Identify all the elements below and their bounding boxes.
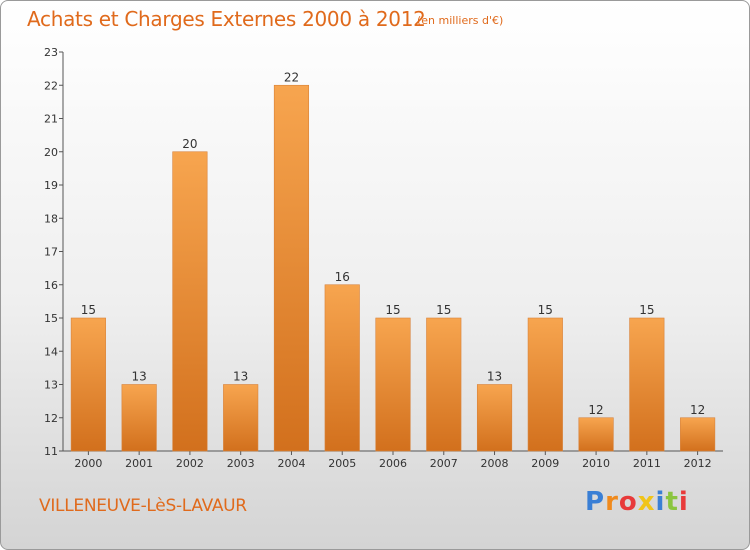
x-tick-label: 2007 [430,457,458,470]
bar-2011 [629,317,665,452]
y-tick-label: 15 [44,312,58,325]
x-tick-label: 2006 [379,457,407,470]
bars [70,84,716,452]
y-tick-label: 14 [44,345,58,358]
bar-2001 [121,384,157,452]
x-tick-label: 2003 [227,457,255,470]
x-tick-label: 2005 [328,457,356,470]
bar-value-label: 15 [639,303,654,317]
x-tick-label: 2002 [176,457,204,470]
proxiti-logo: Proxiti [585,487,689,517]
bar-value-label: 15 [538,303,553,317]
x-tick-label: 2010 [582,457,610,470]
y-tick-label: 16 [44,279,58,292]
bar-value-label: 15 [81,303,96,317]
chart-subtitle: (en milliers d'€) [417,14,504,27]
bar-2003 [223,384,259,452]
x-tick-label: 2009 [531,457,559,470]
bar-2007 [426,317,462,452]
bar-value-label: 13 [487,370,502,384]
logo-letter: r [605,487,619,517]
logo-letter: t [665,487,679,517]
x-tick-label: 2001 [125,457,153,470]
logo-letter: i [678,487,689,517]
bar-2005 [324,284,360,452]
bar-value-label: 22 [284,70,299,84]
axes: 11 12 13 14 15 16 17 18 19 20 21 22 23 [44,46,723,458]
y-tick-label: 17 [44,246,58,259]
y-tick-label: 22 [44,79,58,92]
logo-letter: P [585,487,606,517]
y-tick-label: 21 [44,113,58,126]
y-tick-label: 12 [44,412,58,425]
bar-value-label: 12 [588,403,603,417]
y-tick-label: 19 [44,179,58,192]
bar-2008 [476,384,513,452]
bar-value-label: 13 [233,370,248,384]
x-tick-label: 2004 [277,457,305,470]
y-tick-label: 23 [44,46,58,59]
x-tick-label: 2011 [633,457,661,470]
bar-2006 [375,317,411,452]
x-tick-label: 2012 [684,457,712,470]
y-tick-label: 13 [44,379,58,392]
bar-value-label: 20 [182,137,197,151]
logo-letter: o [618,487,638,517]
bar-value-label: 15 [385,303,400,317]
bar-value-label: 15 [436,303,451,317]
bar-value-label: 16 [335,270,350,284]
logo-letter: x [637,487,656,517]
x-tick-label: 2008 [481,457,509,470]
y-tick-label: 11 [44,445,58,458]
bar-2004 [273,84,310,452]
chart-title: Achats et Charges Externes 2000 à 2012 [27,7,426,31]
bar-value-label: 12 [690,403,705,417]
logo-letter: i [655,487,666,517]
bar-2010 [578,417,614,452]
y-tick-label: 18 [44,212,58,225]
y-tick-label: 20 [44,146,58,159]
bar-value-label: 13 [132,370,147,384]
bar-2002 [172,151,208,452]
x-tick-label: 2000 [74,457,102,470]
bar-2012 [680,417,716,452]
bar-2009 [527,317,563,452]
bar-2000 [70,317,106,452]
city-name: VILLENEUVE-LèS-LAVAUR [39,496,247,516]
labels: 15 2000 13 2001 20 2002 13 2003 22 2004 16 2005 15 20… [74,70,711,470]
